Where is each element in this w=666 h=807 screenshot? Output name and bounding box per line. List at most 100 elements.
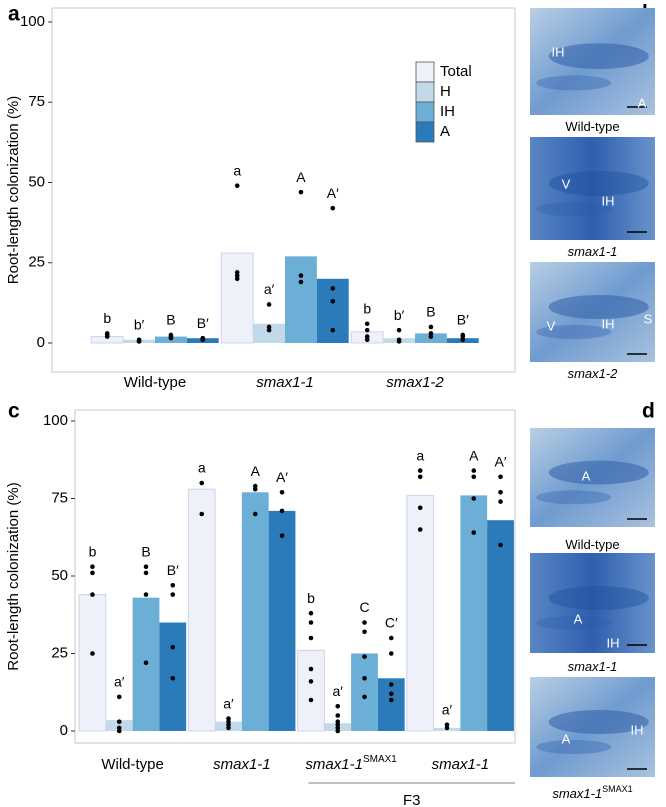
legend-swatch [415,101,435,123]
micrograph-label: IH [631,722,644,737]
y-tick-label: 75 [51,489,68,506]
significance-letter: A′ [327,185,339,201]
micrograph-label: A [574,611,583,626]
data-point [90,570,95,576]
group-label: F3 [403,792,421,807]
data-point [90,651,95,656]
y-tick-label: 25 [51,644,68,661]
data-point [308,610,314,616]
data-point [330,298,336,304]
data-point [298,279,304,285]
data-point [266,302,272,307]
data-point [308,620,314,625]
data-point [364,334,370,339]
significance-letter: C′ [385,615,398,631]
data-point [234,276,240,282]
data-point [116,694,122,700]
micrograph-label: A [562,731,571,746]
data-point [388,635,394,641]
y-axis-label: Root-length colonization (%) [5,96,22,284]
legend-label: Total [440,63,472,80]
hypha-stain [548,295,649,319]
category-name: Wild-type [101,756,164,773]
significance-letter: b′ [394,307,405,323]
data-point [308,697,314,703]
panel-label: a [8,3,20,26]
significance-letter: A′ [495,454,507,470]
significance-letter: a [198,460,206,476]
panel-label: d [642,400,655,423]
bar [241,492,269,731]
bar [253,323,285,343]
significance-letter: b [363,300,371,316]
significance-letter: A [469,447,479,463]
data-point [460,334,466,339]
significance-letter: B [426,304,435,320]
significance-letter: A [251,463,261,479]
hypha-stain [548,586,649,610]
legend-swatch [415,61,435,83]
hypha-stain [548,170,649,196]
data-point [308,666,314,672]
y-tick-label: 100 [43,412,68,429]
data-point [362,629,367,635]
data-point [199,480,205,486]
micrograph [530,262,655,362]
category-name: Wild-type [124,374,187,391]
legend-label: IH [440,103,455,120]
bar [377,678,405,731]
data-point [170,676,176,681]
data-point [471,474,477,480]
data-point [252,486,258,492]
data-point [335,728,341,734]
y-tick-label: 0 [37,334,45,351]
data-point [364,321,370,327]
bar [105,720,133,731]
hypha-stain [536,201,612,217]
x-tick-label: smax1-1SMAX1 [305,754,397,773]
data-point [498,474,503,480]
data-point [199,511,205,517]
bar [297,649,325,732]
data-point [498,542,503,548]
significance-letter: b [307,590,315,606]
data-point [417,468,423,473]
data-point [471,530,477,535]
caption-superscript: SMAX1 [602,784,633,794]
data-point [143,564,149,569]
micrograph-caption: smax1-1 [568,244,618,259]
data-point [335,713,341,718]
data-point [417,505,423,511]
x-tick-label: smax1-2 [386,374,444,391]
y-tick-label: 75 [28,93,45,110]
significance-letter: a [416,447,424,463]
micrograph [530,677,655,777]
significance-letter: b′ [134,316,145,332]
data-point [364,327,370,333]
data-point [428,324,434,330]
data-point [252,511,258,517]
data-point [471,468,477,473]
legend-swatch [415,121,435,143]
micrograph-label: A [638,95,647,110]
micrograph-label: A [582,468,591,483]
caption-text: smax1-2 [568,366,619,381]
data-point [428,331,434,336]
bar [285,256,317,343]
plot-frame [51,7,516,373]
category-name: smax1-1 [305,756,363,773]
hypha-stain [536,325,612,339]
y-tick-label: 100 [20,13,45,30]
significance-letter: a [233,162,241,178]
data-point [330,205,336,211]
data-point [234,183,240,189]
micrograph-label: S [644,311,653,326]
data-point [234,270,240,275]
y-tick-label: 25 [28,254,45,271]
data-point [298,273,304,278]
x-tick-label: Wild-type [101,756,164,773]
data-point [388,691,394,697]
data-point [143,660,149,666]
bar [406,494,435,732]
bar [187,488,216,732]
